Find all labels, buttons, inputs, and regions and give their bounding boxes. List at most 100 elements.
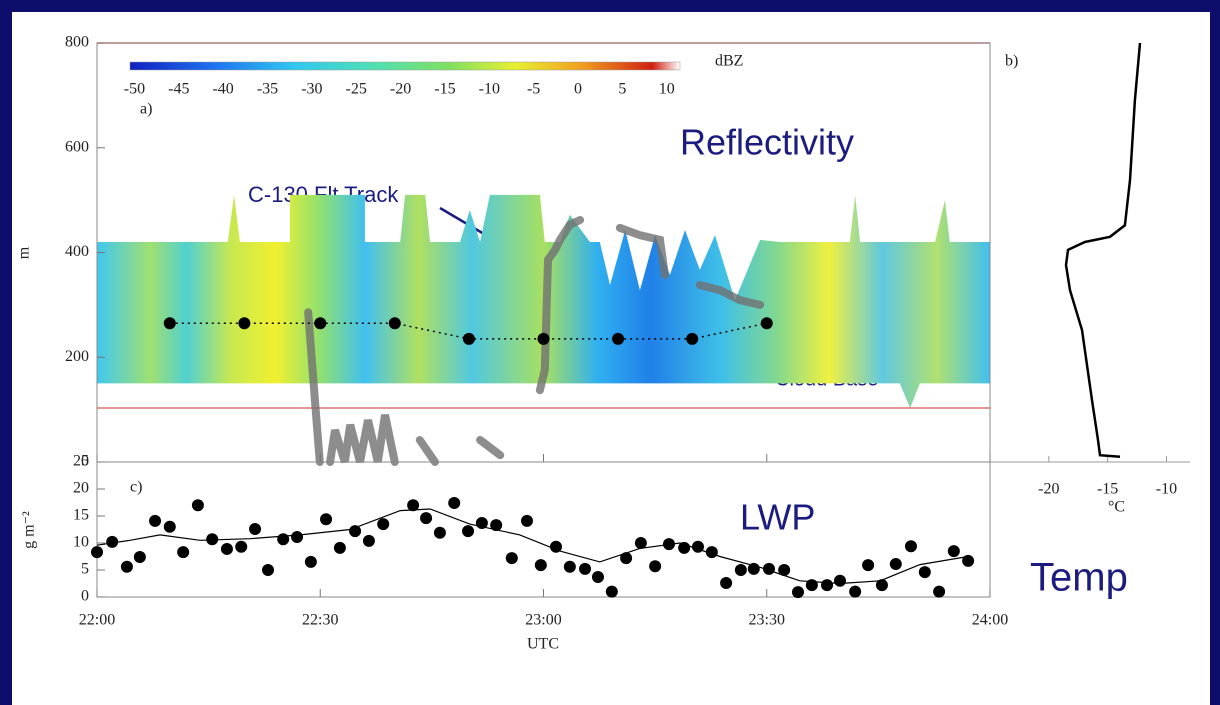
flight-level-point — [612, 332, 625, 345]
lwp-point — [678, 541, 691, 554]
lwp-point — [163, 520, 176, 533]
x-tick-label: -20 — [1038, 481, 1059, 498]
x-tick-label: 22:00 — [79, 612, 115, 629]
colorbar-tick-label: -20 — [390, 81, 411, 98]
lwp-point — [904, 540, 917, 553]
lwp-point — [918, 566, 931, 579]
y-tick-label: 20 — [73, 480, 89, 497]
y-axis-label: m — [16, 246, 33, 259]
lwp-point — [333, 541, 346, 554]
colorbar-tick-label: 0 — [574, 81, 582, 98]
lwp-point — [747, 562, 760, 575]
lwp-point — [277, 533, 290, 546]
y-tick-label: 0 — [81, 453, 89, 470]
y-tick-label: 10 — [73, 534, 89, 551]
flight-level-point — [163, 317, 176, 330]
lwp-point — [120, 560, 133, 573]
lwp-point — [362, 534, 375, 547]
lwp-point — [762, 562, 775, 575]
y-tick-label: 5 — [81, 561, 89, 578]
lwp-point — [407, 499, 420, 512]
colorbar-tick-label: -40 — [212, 81, 233, 98]
flight-level-point — [388, 317, 401, 330]
lwp-point — [448, 497, 461, 510]
lwp-point — [420, 512, 433, 525]
lwp-point — [320, 513, 333, 526]
lwp-point — [875, 579, 888, 592]
lwp-point — [833, 574, 846, 587]
flight-level-point — [462, 332, 475, 345]
lwp-point — [191, 499, 204, 512]
colorbar-tick-label: -45 — [168, 81, 189, 98]
panel-label: b) — [1005, 53, 1018, 70]
panel-title: Reflectivity — [680, 122, 854, 163]
lwp-point — [933, 585, 946, 598]
lwp-point — [778, 564, 791, 576]
lwp-point — [862, 559, 875, 572]
colorbar-label: dBZ — [715, 53, 743, 70]
lwp-point — [720, 576, 733, 589]
colorbar-tick-label: 5 — [618, 81, 626, 98]
panel-title: Temp — [1030, 556, 1128, 600]
x-axis-label: UTC — [527, 636, 559, 653]
colorbar-tick-label: -25 — [346, 81, 367, 98]
x-tick-label: 24:00 — [972, 612, 1008, 629]
lwp-point — [490, 519, 503, 532]
lwp-point — [249, 522, 262, 535]
lwp-point — [349, 525, 362, 538]
panel-title: LWP — [740, 497, 815, 538]
colorbar — [129, 61, 681, 71]
lwp-point — [605, 585, 618, 598]
flight-level-point — [760, 317, 773, 330]
y-tick-label: 400 — [65, 243, 89, 260]
panel-label: c) — [130, 479, 142, 496]
colorbar-tick-label: 10 — [659, 81, 675, 98]
flight-level-point — [686, 332, 699, 345]
colorbar-tick-label: -35 — [257, 81, 278, 98]
lwp-point — [620, 552, 633, 565]
lwp-point — [149, 514, 162, 527]
panel-label: a) — [140, 101, 152, 118]
y-tick-label: 25 — [73, 453, 89, 470]
temperature-line — [1064, 42, 1142, 459]
lwp-point — [849, 585, 862, 598]
lwp-point — [291, 531, 304, 544]
x-tick-label: 23:00 — [525, 612, 561, 629]
y-tick-label: 600 — [65, 138, 89, 155]
lwp-point — [821, 579, 834, 592]
lwp-point — [433, 526, 446, 539]
lwp-point — [591, 571, 604, 584]
smoothed-line — [96, 508, 969, 585]
lwp-point — [792, 586, 805, 599]
colorbar-tick-label: -15 — [434, 81, 455, 98]
lwp-point — [235, 540, 248, 553]
lwp-point — [889, 558, 902, 571]
lwp-point — [534, 559, 547, 572]
y-tick-label: 800 — [65, 34, 89, 51]
lwp-point — [304, 555, 317, 568]
lwp-point — [206, 533, 219, 546]
colorbar-tick-label: -50 — [124, 81, 145, 98]
lwp-point — [133, 551, 146, 564]
lwp-point — [106, 535, 119, 548]
x-tick-label: -10 — [1156, 481, 1177, 498]
lwp-point — [520, 514, 533, 527]
lwp-point — [691, 540, 704, 553]
lwp-point — [662, 538, 675, 551]
colorbar-tick-label: -10 — [479, 81, 500, 98]
y-axis-label: g m⁻² — [21, 511, 38, 549]
lwp-point — [377, 518, 390, 531]
lwp-point — [550, 540, 563, 553]
lwp-point — [505, 552, 518, 565]
flight-level-point — [314, 317, 327, 330]
lwp-point — [475, 517, 488, 530]
lwp-point — [262, 564, 275, 576]
lwp-point — [91, 546, 103, 559]
lwp-point — [649, 560, 662, 573]
lwp-point — [634, 537, 647, 549]
lwp-point — [947, 545, 960, 558]
y-tick-label: 0 — [81, 588, 89, 605]
flight-level-point — [238, 317, 251, 330]
